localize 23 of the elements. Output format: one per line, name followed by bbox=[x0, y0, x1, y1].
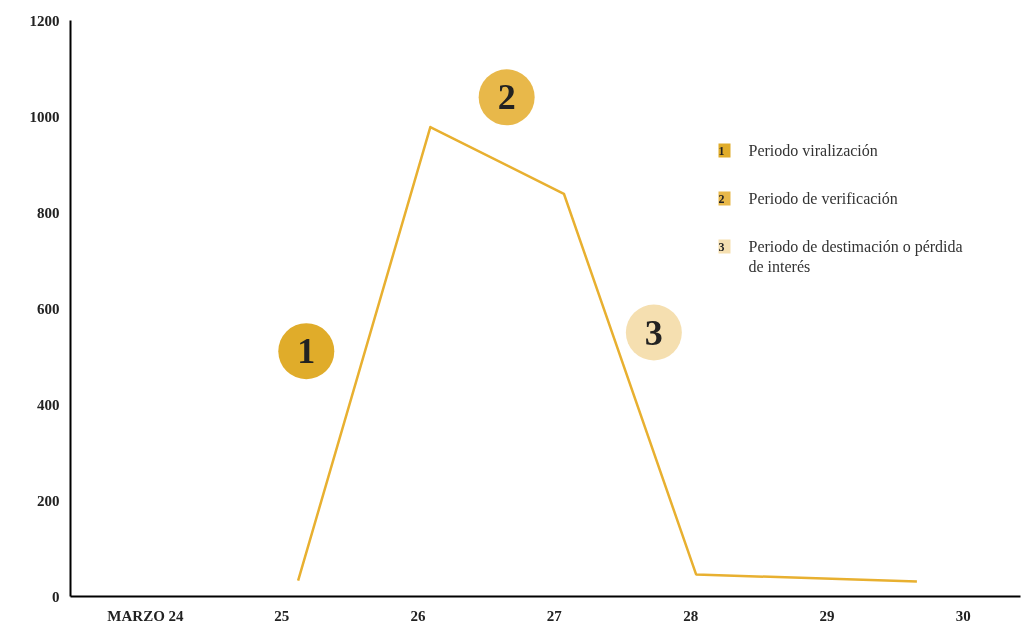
y-tick-label: 1200 bbox=[29, 12, 60, 29]
y-tick-label: 1000 bbox=[29, 108, 60, 125]
legend-label: Periodo viralización bbox=[748, 141, 878, 159]
text: 1 bbox=[718, 143, 725, 158]
legend-label: Periodo de verificación bbox=[748, 189, 898, 207]
x-tick-label: 30 bbox=[955, 607, 971, 624]
x-tick-label: 29 bbox=[819, 607, 835, 624]
x-tick-label: 28 bbox=[683, 607, 699, 624]
y-tick-label: 200 bbox=[37, 492, 60, 509]
text: 2 bbox=[718, 191, 725, 206]
x-tick-label: 25 bbox=[274, 607, 290, 624]
x-tick-label: MARZO 24 bbox=[107, 607, 185, 624]
annotation: 2 bbox=[497, 77, 516, 118]
annotation: 3 bbox=[644, 312, 663, 353]
y-tick-label: 600 bbox=[37, 300, 60, 317]
text: 3 bbox=[718, 239, 725, 254]
x-tick-label: 26 bbox=[410, 607, 427, 624]
y-tick-label: 800 bbox=[37, 204, 60, 221]
x-tick-label: 27 bbox=[546, 607, 563, 624]
y-tick-label: 0 bbox=[52, 588, 60, 605]
annotation: 1 bbox=[297, 331, 316, 372]
legend-label: Periodo de destimación o pérdida de interés bbox=[748, 237, 963, 275]
y-tick-label: 400 bbox=[37, 396, 60, 413]
